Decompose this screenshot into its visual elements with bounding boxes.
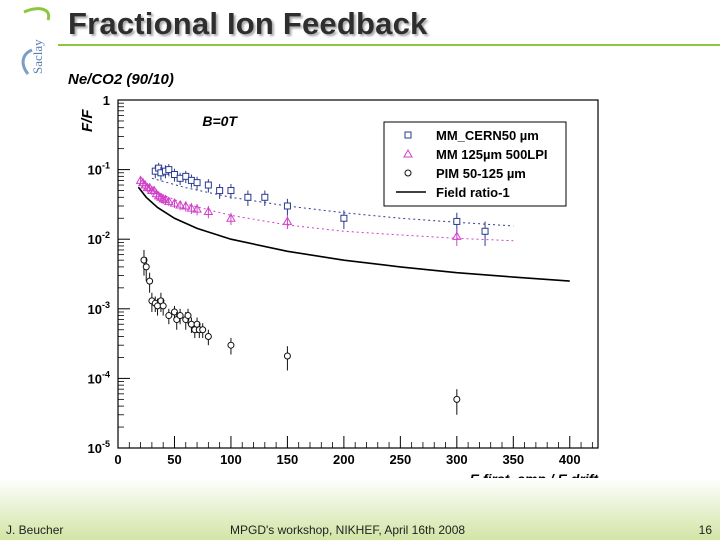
legend-label: MM 125µm 500LPI [436,147,548,162]
chart-title: Ne/CO2 (90/10) [68,71,174,88]
footer-author: J. Beucher [6,523,64,537]
data-point [176,174,184,182]
footer-band [0,478,720,540]
data-point [261,193,269,201]
data-point [180,200,191,210]
data-point [186,203,197,212]
data-point [283,352,291,360]
y-axis-label: F/F [79,109,96,132]
x-tick-label: 50 [167,452,181,467]
data-point [404,131,412,139]
data-point [192,204,202,213]
data-point [170,308,178,316]
y-tick-label: 10-1 [88,161,110,178]
x-tick-label: 350 [502,452,524,467]
data-point [340,214,348,222]
data-point [481,227,489,235]
page-number: 16 [698,523,712,537]
data-point [163,196,174,205]
saclay-logo-icon: Saclay [21,7,51,75]
data-point [204,332,212,340]
field-annotation: B=0T [202,113,238,129]
data-point [165,166,173,174]
data-point [453,395,461,403]
data-point [204,181,212,189]
data-point [159,302,167,310]
data-point [175,199,185,209]
data-point [282,216,293,225]
x-tick-label: 300 [446,452,468,467]
data-point [142,263,150,271]
data-point [187,176,195,184]
logo-text: Saclay [30,39,45,74]
ion-feedback-chart: 1 10-1 10-2 10-3 10-4 10-5 0 50 100 150 200 250 300 3… [68,71,599,487]
legend-label: MM_CERN50 µm [436,128,539,143]
y-tick-label: 10-4 [88,369,110,386]
y-tick-label: 1 [103,93,110,108]
x-tick-label: 0 [114,452,121,467]
data-point [187,320,195,328]
x-tick-label: 100 [220,452,242,467]
data-point [182,172,190,180]
fit-line [151,177,514,227]
footer-event: MPGD's workshop, NIKHEF, April 16th 2008 [230,523,466,537]
data-point [403,148,413,158]
data-point [165,312,173,320]
data-point [184,312,192,320]
data-point [140,256,148,264]
legend-label: PIM 50-125 µm [436,166,526,181]
data-point [193,179,201,187]
data-point [451,231,462,240]
data-point [226,213,236,222]
data-point [176,312,184,320]
slide-title: Fractional Ion Feedback [68,6,428,41]
legend-label: Field ratio-1 [436,185,510,200]
data-point [453,217,461,225]
data-point [283,202,291,210]
x-tick-label: 200 [333,452,355,467]
data-point [146,277,154,285]
x-tick-label: 150 [277,452,299,467]
data-point [203,206,214,216]
data-point [170,171,178,179]
x-tick-label: 250 [390,452,412,467]
y-tick-label: 10-3 [88,300,110,317]
data-point [244,193,252,201]
data-point [227,341,235,349]
data-point [169,198,180,207]
y-tick-label: 10-2 [88,230,110,247]
y-tick-label: 10-5 [88,439,110,456]
field-ratio-line [137,186,570,282]
data-point [227,187,235,195]
fit-line [151,190,514,242]
title-underline [58,44,720,46]
data-point [404,169,412,177]
data-point [199,326,207,334]
data-point [216,187,224,195]
x-tick-label: 400 [559,452,581,467]
